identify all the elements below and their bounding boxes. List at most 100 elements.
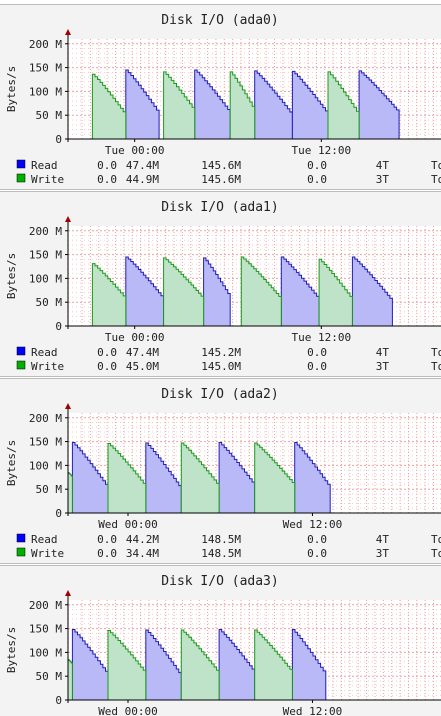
line-read-segment — [358, 70, 400, 139]
legend-name: Read — [31, 159, 58, 172]
chart-ada1: Disk I/O (ada1) 0 50 M 100 M 150 M 200 M Bytes… — [5, 200, 441, 373]
area-read-segment — [125, 70, 160, 139]
line-read-segment — [351, 256, 393, 326]
legend-min: 47.4M — [126, 159, 159, 172]
legend-cur: 0.0 — [97, 533, 117, 546]
area-write-segment — [319, 259, 353, 326]
chart-ada3: Disk I/O (ada3) 0 50 M 100 M 150 M 200 M Bytes… — [5, 574, 441, 716]
legend-min: 45.0M — [126, 360, 159, 373]
y-tick-label: 100 M — [29, 272, 62, 285]
line-write-segment — [229, 71, 256, 139]
area-read-segment — [72, 629, 108, 700]
y-tick-label: 100 M — [29, 459, 62, 472]
line-read-segment — [145, 629, 182, 700]
line-read-segment — [218, 442, 256, 513]
y-axis-label: Bytes/s — [5, 253, 18, 299]
legend-avg: 145.2M — [201, 346, 241, 359]
legend-name: Read — [31, 533, 58, 546]
legend-tot: To — [431, 533, 441, 546]
x-tick-label: Tue 12:00 — [292, 331, 352, 344]
legend-avg: 148.5M — [201, 533, 241, 546]
area-write-segment — [108, 630, 146, 700]
legend-max: 0.0 — [307, 533, 327, 546]
legend-name: Read — [31, 346, 58, 359]
area-write-segment — [181, 443, 220, 513]
chart-panel-ada1: Disk I/O (ada1) 0 50 M 100 M 150 M 200 M Bytes… — [0, 191, 441, 377]
y-axis-arrow — [65, 29, 71, 35]
line-read-segment — [218, 629, 256, 700]
area-read-segment — [219, 629, 255, 700]
area-read-segment — [219, 442, 255, 513]
legend-min: 44.2M — [126, 533, 159, 546]
y-tick-label: 0 — [55, 507, 62, 520]
y-axis-label: Bytes/s — [5, 440, 18, 486]
x-tick-label: Tue 12:00 — [292, 144, 352, 157]
line-write-segment — [254, 442, 296, 513]
legend-cur: 0.0 — [97, 173, 117, 186]
legend-max: 0.0 — [307, 547, 327, 560]
area-write-segment — [328, 71, 360, 139]
legend-max: 0.0 — [307, 173, 327, 186]
legend-last: 3T — [376, 173, 390, 186]
y-tick-label: 100 M — [29, 646, 62, 659]
legend-min: 34.4M — [126, 547, 159, 560]
y-tick-label: 50 M — [36, 483, 63, 496]
chart-title: Disk I/O (ada2) — [161, 387, 278, 402]
legend-min: 44.9M — [126, 173, 159, 186]
line-write-segment — [254, 629, 293, 700]
line-read-segment — [294, 442, 331, 513]
legend-cur: 0.0 — [97, 547, 117, 560]
legend-tot: To — [431, 346, 441, 359]
area-write-segment — [230, 71, 255, 139]
line-read-segment — [125, 69, 160, 139]
area-read-segment — [352, 257, 393, 326]
x-tick-label: Wed 00:00 — [98, 518, 158, 531]
area-read-segment — [294, 442, 331, 513]
legend-last: 4T — [376, 533, 390, 546]
area-read-segment — [292, 71, 328, 139]
area-write-segment — [181, 630, 220, 700]
area-read-segment — [145, 443, 182, 513]
area-read-segment — [254, 70, 293, 139]
y-axis-arrow — [65, 216, 71, 222]
y-axis-arrow — [65, 403, 71, 409]
legend-swatch-write — [16, 360, 26, 370]
legend-cur: 0.0 — [97, 346, 117, 359]
x-tick-label: Wed 12:00 — [283, 518, 343, 531]
legend-min: 47.4M — [126, 346, 159, 359]
y-tick-label: 200 M — [29, 412, 62, 425]
line-read-segment — [280, 256, 320, 326]
area-read-segment — [125, 257, 164, 326]
legend-swatch-read — [16, 159, 26, 169]
line-write-segment — [180, 442, 220, 513]
line-write-segment — [91, 73, 127, 139]
x-tick-label: Wed 12:00 — [283, 705, 343, 716]
y-tick-label: 0 — [55, 694, 62, 707]
legend-tot: To — [431, 159, 441, 172]
area-read-segment — [203, 257, 231, 326]
area-write-segment — [92, 74, 126, 139]
chart-ada2: Disk I/O (ada2) 0 50 M 100 M 150 M 200 M Bytes… — [5, 387, 441, 560]
area-read-segment — [145, 630, 182, 700]
y-tick-label: 150 M — [29, 62, 62, 75]
legend-last: 3T — [376, 547, 390, 560]
legend-swatch-write — [16, 547, 26, 557]
line-write-segment — [180, 629, 220, 700]
x-tick-label: Tue 00:00 — [105, 144, 165, 157]
chart-panel-ada3: Disk I/O (ada3) 0 50 M 100 M 150 M 200 M Bytes… — [0, 565, 441, 716]
y-tick-label: 0 — [55, 133, 62, 146]
legend-swatch-read — [16, 346, 26, 356]
area-write-segment — [92, 263, 126, 326]
legend-name: Write — [31, 547, 64, 560]
line-write-segment — [163, 257, 205, 326]
legend-max: 0.0 — [307, 346, 327, 359]
x-tick-label: Wed 00:00 — [98, 705, 158, 716]
line-read-segment — [145, 442, 182, 513]
chart-title: Disk I/O (ada1) — [161, 200, 278, 215]
line-read-segment — [125, 256, 165, 326]
area-write-segment — [68, 472, 73, 513]
line-write-segment — [107, 630, 147, 700]
y-tick-label: 50 M — [36, 296, 63, 309]
legend-tot: To — [431, 360, 441, 373]
area-read-segment — [72, 442, 108, 513]
